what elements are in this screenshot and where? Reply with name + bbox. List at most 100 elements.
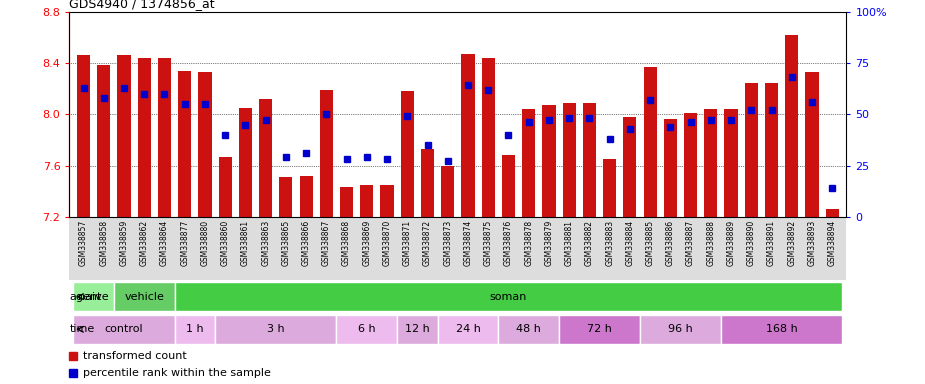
Bar [158, 58, 171, 217]
Text: GSM338875: GSM338875 [484, 220, 493, 266]
Bar [380, 185, 394, 217]
Text: GSM338892: GSM338892 [787, 220, 796, 266]
Text: GSM338881: GSM338881 [564, 220, 574, 266]
Text: GSM338882: GSM338882 [585, 220, 594, 266]
Text: 3 h: 3 h [267, 324, 285, 334]
Text: 96 h: 96 h [668, 324, 693, 334]
Text: 168 h: 168 h [766, 324, 797, 334]
Text: GSM338890: GSM338890 [746, 220, 756, 266]
Bar [704, 109, 718, 217]
Bar [114, 282, 175, 311]
Text: 24 h: 24 h [455, 324, 480, 334]
Text: GSM338865: GSM338865 [281, 220, 290, 266]
Bar [320, 90, 333, 217]
Bar [337, 314, 397, 344]
Text: GSM338894: GSM338894 [828, 220, 837, 266]
Bar [499, 314, 559, 344]
Text: GSM338864: GSM338864 [160, 220, 169, 266]
Bar [462, 54, 475, 217]
Text: control: control [105, 324, 143, 334]
Text: 6 h: 6 h [358, 324, 376, 334]
Bar [77, 55, 90, 217]
Text: GSM338880: GSM338880 [201, 220, 209, 266]
Bar [785, 35, 798, 217]
Bar [239, 108, 252, 217]
Text: GSM338860: GSM338860 [221, 220, 229, 266]
Text: 1 h: 1 h [186, 324, 204, 334]
Text: time: time [69, 324, 95, 334]
Text: GSM338873: GSM338873 [443, 220, 452, 266]
Bar [724, 109, 737, 217]
Text: 72 h: 72 h [587, 324, 612, 334]
Bar [664, 119, 677, 217]
Bar [300, 176, 313, 217]
Text: GSM338862: GSM338862 [140, 220, 149, 266]
Text: percentile rank within the sample: percentile rank within the sample [83, 368, 271, 378]
Bar [175, 282, 843, 311]
Text: GSM338876: GSM338876 [504, 220, 513, 266]
Bar [684, 113, 697, 217]
Text: GSM338869: GSM338869 [363, 220, 371, 266]
Text: GSM338891: GSM338891 [767, 220, 776, 266]
Bar [502, 156, 515, 217]
Text: GSM338893: GSM338893 [808, 220, 817, 266]
Text: GSM338879: GSM338879 [545, 220, 553, 266]
Text: GSM338868: GSM338868 [342, 220, 352, 266]
Bar [397, 314, 438, 344]
Text: GSM338871: GSM338871 [402, 220, 412, 266]
Text: GSM338870: GSM338870 [383, 220, 391, 266]
Bar [542, 105, 556, 217]
Text: soman: soman [489, 291, 527, 302]
Bar [259, 99, 272, 217]
Bar [198, 72, 212, 217]
Text: GSM338867: GSM338867 [322, 220, 331, 266]
Text: GSM338887: GSM338887 [686, 220, 695, 266]
Text: GSM338859: GSM338859 [119, 220, 129, 266]
Bar [522, 109, 536, 217]
Bar [73, 314, 175, 344]
Bar [806, 72, 819, 217]
Text: GSM338884: GSM338884 [625, 220, 635, 266]
Bar [765, 83, 778, 217]
Bar [623, 117, 636, 217]
Text: 12 h: 12 h [405, 324, 430, 334]
Bar [360, 185, 374, 217]
Bar [73, 282, 114, 311]
Bar [640, 314, 721, 344]
Text: vehicle: vehicle [124, 291, 164, 302]
Bar [745, 83, 758, 217]
Bar [218, 157, 232, 217]
Text: GSM338878: GSM338878 [524, 220, 533, 266]
Text: GSM338889: GSM338889 [726, 220, 735, 266]
Bar [138, 58, 151, 217]
Text: GSM338872: GSM338872 [423, 220, 432, 266]
Text: GSM338866: GSM338866 [302, 220, 311, 266]
Bar [603, 159, 616, 217]
Bar [340, 187, 353, 217]
Bar [583, 103, 596, 217]
Text: GSM338885: GSM338885 [646, 220, 655, 266]
Text: agent: agent [69, 291, 102, 302]
Text: GSM338858: GSM338858 [99, 220, 108, 266]
Text: GSM338883: GSM338883 [605, 220, 614, 266]
Text: GSM338857: GSM338857 [79, 220, 88, 266]
Text: GSM338861: GSM338861 [240, 220, 250, 266]
Bar [175, 314, 215, 344]
Bar [117, 55, 130, 217]
Bar [644, 67, 657, 217]
Bar [562, 103, 575, 217]
Bar [721, 314, 843, 344]
Text: GSM338886: GSM338886 [666, 220, 675, 266]
Bar [559, 314, 640, 344]
Text: 48 h: 48 h [516, 324, 541, 334]
Bar [215, 314, 337, 344]
Bar [441, 166, 454, 217]
Text: GSM338874: GSM338874 [463, 220, 473, 266]
Bar [826, 209, 839, 217]
Text: GDS4940 / 1374856_at: GDS4940 / 1374856_at [69, 0, 215, 10]
Bar [97, 65, 110, 217]
Text: GSM338877: GSM338877 [180, 220, 190, 266]
Text: GSM338863: GSM338863 [261, 220, 270, 266]
Bar [401, 91, 413, 217]
Text: GSM338888: GSM338888 [707, 220, 715, 266]
